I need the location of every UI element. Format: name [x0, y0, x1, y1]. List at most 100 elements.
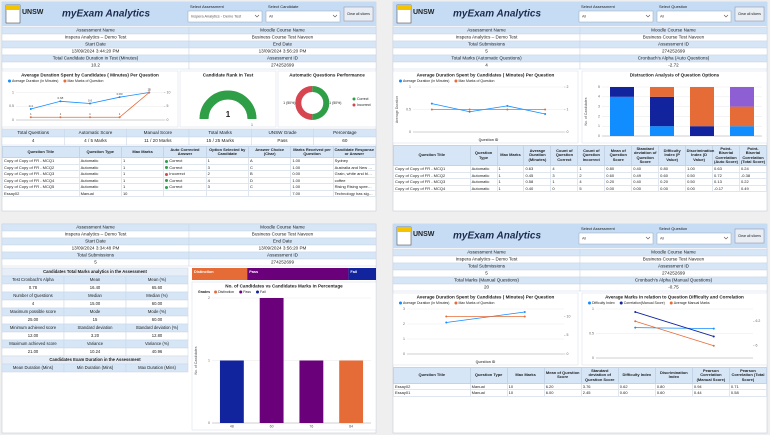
select-value[interactable]: All	[660, 15, 664, 19]
cell-text: Incorrect	[169, 171, 185, 177]
cell-text: Manual	[471, 390, 485, 396]
y2-tick-label: 6	[756, 344, 758, 348]
cell-text: Copy of Copy of FR - MCQ3	[395, 179, 446, 185]
cell-text: 0.00	[660, 185, 668, 191]
cell-text: 10	[508, 383, 514, 389]
table-cell: Manual	[78, 189, 122, 198]
grid-text: End Date	[273, 42, 293, 47]
gauge-value	[199, 90, 257, 120]
column-header: Count of Question Incorrect	[577, 145, 606, 167]
cell-text: Copy of Copy of FR - MCQ5	[4, 184, 55, 190]
x-axis-title: Question ID	[476, 360, 496, 364]
clear-button-label[interactable]: Clear all slicers	[738, 12, 761, 16]
grid-text: Candidates Exam Duration in the Assessme…	[49, 357, 141, 362]
grid-text: 4	[485, 63, 488, 68]
table-cell	[247, 189, 292, 198]
select-value[interactable]: Inspera Analytics - Demo Test	[191, 15, 242, 19]
grid-text: Test Cronbach's Alpha	[12, 277, 54, 282]
cell-text: Copy of Copy of FR - MCQ4	[395, 185, 446, 191]
grid-text: Total Marks (Manual Questions)	[454, 278, 519, 283]
select-box[interactable]	[265, 10, 341, 23]
y-tick-label: 1	[598, 124, 600, 128]
data-label: 1	[119, 112, 121, 116]
grid-text: Inspera Analytics – Demo Test	[456, 35, 518, 40]
grid-text: Manual Score	[144, 130, 173, 135]
clear-button[interactable]	[343, 6, 374, 22]
select-value[interactable]: All	[269, 15, 273, 19]
grid-text: 5	[94, 260, 97, 265]
grid-text: 60.00	[152, 317, 163, 322]
grid-text: Assessment Name	[76, 225, 115, 230]
grid-text: 4 / 5 Marks	[84, 138, 107, 143]
select-value[interactable]: All	[660, 237, 664, 241]
grid-text: 10.2	[91, 63, 100, 68]
select-value[interactable]: All	[582, 15, 586, 19]
column-header: Question Title	[2, 146, 80, 159]
select-box[interactable]	[187, 10, 263, 23]
grid-text: Total Questions	[17, 130, 49, 135]
grid-text: -2.72	[668, 63, 679, 68]
cell-text: 10	[508, 390, 514, 396]
cell-text: Automatic	[80, 184, 99, 190]
grid-text: Minimum achieved score	[10, 325, 57, 330]
legend-marker	[399, 79, 402, 83]
grid-text: 16.40	[90, 285, 101, 290]
cell-text: 0.80	[660, 166, 668, 172]
table-cell: 0.00	[685, 184, 714, 193]
chart-frame	[392, 292, 579, 366]
cell-text: Automatic	[80, 164, 99, 170]
clear-button-label[interactable]: Clear all slicers	[347, 12, 370, 16]
grid-text: 274252699	[662, 271, 685, 276]
cell-text: 1.00	[292, 164, 301, 170]
grid-text: 274252699	[662, 49, 685, 54]
cell-text: 6.00	[545, 390, 554, 396]
y2-tick-label: 10	[167, 90, 171, 94]
y-tick-label: 2	[208, 296, 210, 300]
cell-text: Automatic	[471, 179, 490, 185]
y2-tick-label: 0	[567, 130, 569, 134]
table-cell: 0.60	[617, 389, 656, 397]
table-row: Copy of Copy of FR - MCQ4 Automatic 1 0.40 0…	[393, 184, 767, 193]
select-box[interactable]	[656, 10, 732, 23]
column-header: Option Selected by Candidate	[205, 146, 249, 159]
series-line	[635, 327, 714, 329]
cell-text: 0.63	[714, 166, 722, 172]
cell-text: C	[249, 164, 253, 170]
table-cell: Essay01	[393, 389, 471, 397]
column-header: Candidate Response or Answer	[332, 146, 376, 159]
grade-band	[348, 268, 376, 280]
y-tick-label: 0	[208, 421, 210, 425]
bar-segment	[730, 87, 754, 107]
clear-button[interactable]	[734, 228, 765, 244]
grid-text: Percentage	[333, 130, 357, 135]
cell-text: 3	[207, 164, 210, 170]
data-point	[148, 91, 151, 94]
table-cell: Rising Rising speed to climb coffee at i…	[332, 183, 376, 191]
legend-marker	[399, 301, 402, 305]
cell-text: Australia and New Zealand	[334, 164, 376, 170]
select-box[interactable]	[578, 232, 654, 245]
clear-button-label[interactable]: Clear all slicers	[738, 234, 761, 238]
column-header: Discrimination Index (D Value)	[685, 145, 714, 167]
dropdown-arrow	[723, 14, 729, 18]
select-box[interactable]	[656, 232, 732, 245]
select-value[interactable]: All	[582, 237, 586, 241]
grade-band	[247, 268, 349, 280]
y-tick-label: 2	[403, 322, 405, 326]
grid-cell	[188, 258, 377, 267]
grid-cell	[125, 363, 189, 373]
clear-button[interactable]	[734, 6, 765, 22]
bar-segment	[730, 126, 754, 136]
y-tick-label: 0	[598, 134, 600, 138]
data-point	[634, 326, 637, 329]
legend-label: Max Marks of Question	[67, 79, 103, 83]
select-box[interactable]	[578, 10, 654, 23]
data-point	[59, 116, 62, 119]
cell-text: Correct	[169, 158, 183, 164]
grid-text: 274252699	[271, 63, 294, 68]
grid-text: Median	[88, 293, 102, 298]
cell-text: 1	[122, 177, 126, 183]
grid-text: Business Course Test Naveen	[643, 35, 705, 40]
x-tick-label: 60	[270, 424, 274, 428]
